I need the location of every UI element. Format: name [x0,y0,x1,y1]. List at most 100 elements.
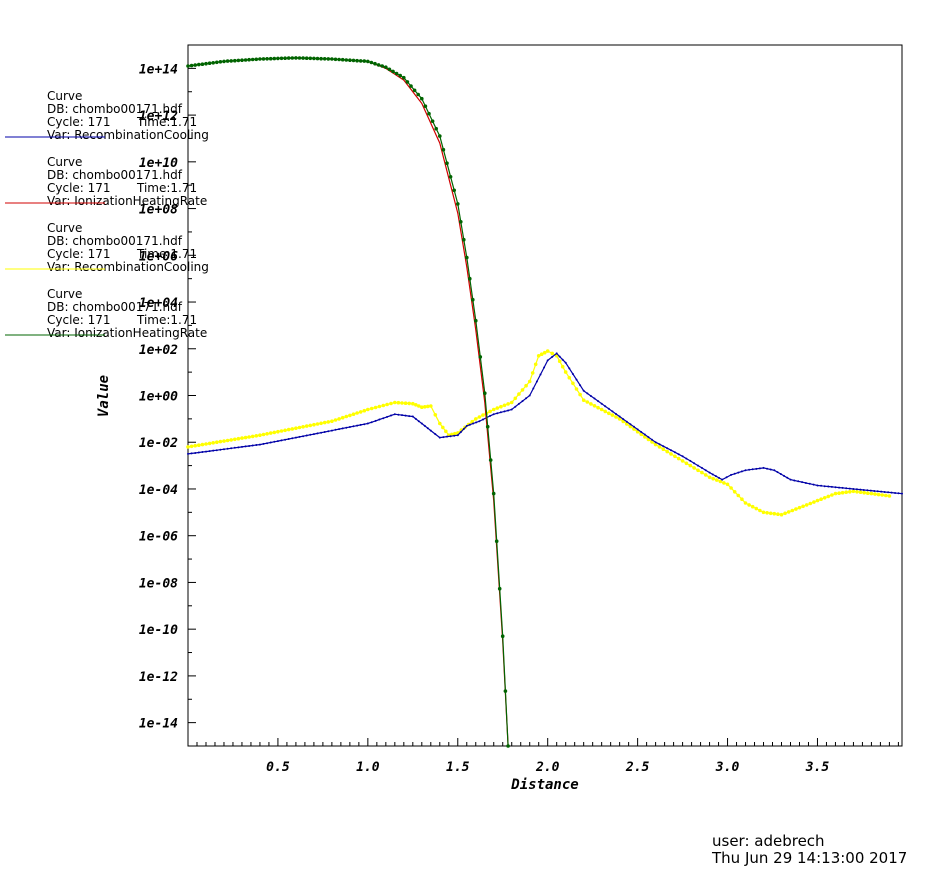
data-point [319,56,323,61]
data-point [187,452,189,455]
data-point [297,56,302,60]
data-point [465,255,469,260]
data-point [219,448,222,451]
data-point [333,418,338,422]
legend-label: Curve [47,221,82,235]
data-point [197,451,200,454]
data-point [416,92,421,97]
data-point [334,428,337,431]
data-point [373,61,377,66]
data-point [244,445,247,448]
data-point [363,423,366,426]
data-point [355,58,359,63]
data-point [205,450,207,453]
data-point [873,490,876,492]
data-point [488,458,493,462]
data-point [533,362,538,367]
data-point [866,489,869,492]
data-point [200,442,205,447]
data-point [692,466,696,470]
data-point [761,510,766,515]
data-point [725,482,730,487]
x-axis: 0.5 1.0 1.5 2.0 2.5 3.0 3.5 [196,738,899,775]
data-point [643,435,647,439]
data-point [193,443,197,448]
data-point [815,498,820,503]
data-point [737,471,740,474]
data-point [276,429,280,434]
x-tick-label: 0.5 [266,760,290,775]
data-point [696,468,700,473]
data-point [348,426,351,428]
data-point [408,415,411,418]
data-point [558,355,561,358]
data-point [472,422,475,425]
data-point [543,366,546,369]
data-point [665,449,669,454]
data-point [750,504,755,509]
data-point [625,420,628,423]
legend-var: Var: RecombinationCooling [47,128,209,142]
data-point [733,472,736,475]
data-point [229,59,233,63]
data-point [376,63,381,67]
data-point [359,423,362,426]
data-point [423,424,426,427]
data-point [599,407,604,412]
data-point [226,447,229,450]
data-point [827,485,830,488]
data-point [337,57,341,62]
data-point [453,434,456,437]
data-point [301,425,305,429]
data-point [536,354,541,358]
data-point [229,438,233,442]
data-point [561,358,564,361]
data-point [647,436,650,439]
footer-date: Thu Jun 29 14:13:00 2017 [711,849,907,867]
data-point [441,425,445,430]
data-point [340,415,345,420]
data-point [762,466,765,469]
y-tick-label: 1e+06 [139,249,178,264]
data-point [700,466,703,469]
data-point [333,57,338,62]
data-point [524,383,528,388]
data-point [377,404,382,409]
data-point [380,64,385,68]
data-point [801,481,804,484]
data-point [873,492,877,496]
data-point [426,427,429,430]
legend-label: Curve [47,89,82,103]
data-point [563,370,568,374]
data-point [676,456,681,461]
data-point [308,56,313,61]
x-tick-label: 1.0 [356,760,380,775]
data-point [894,492,897,494]
data-point [240,436,244,440]
data-point [804,503,809,507]
series-0 [187,352,903,495]
data-point [389,401,393,406]
data-point [625,422,629,426]
legend-cycle: Cycle: 171 [47,181,111,195]
data-point [390,414,392,417]
data-point [532,387,535,390]
data-point [786,510,791,514]
data-point [362,59,367,63]
data-point [384,65,388,69]
data-point [186,64,190,68]
data-point [344,58,349,62]
data-point [830,493,834,497]
data-point [351,412,356,417]
data-point [305,434,308,437]
data-point [571,381,575,386]
data-point [330,419,334,424]
data-point [754,506,759,511]
data-point [521,400,524,403]
data-point [452,188,457,193]
data-point [700,470,704,475]
data-point [617,417,622,421]
data-point [797,505,802,510]
data-point [373,405,378,410]
